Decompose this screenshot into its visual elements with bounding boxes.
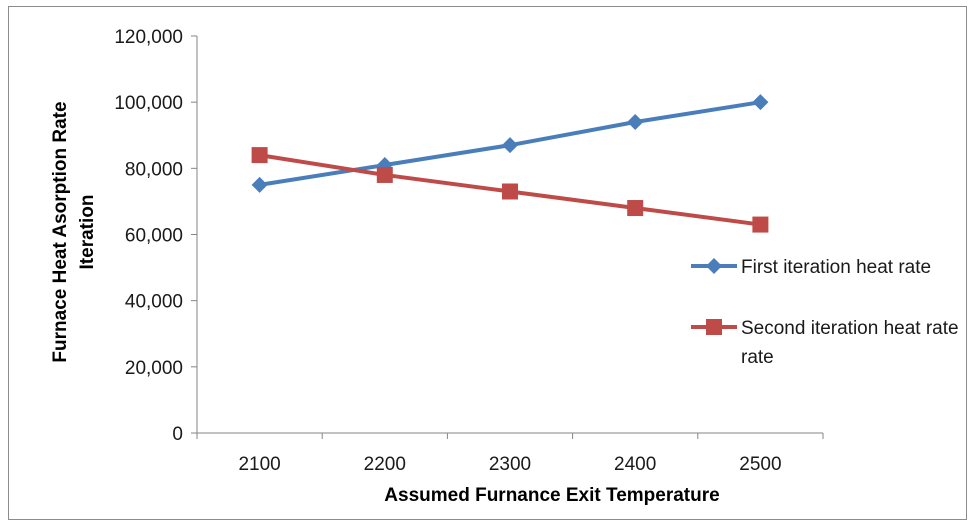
x-ticks: 2100 2200 2300 2400 2500 [196,433,824,475]
y-tick-label: 20,000 [125,358,183,379]
data-point [752,94,769,111]
legend: First iteration heat rate Second iterati… [691,257,959,368]
data-point [251,147,268,164]
y-ticks: 0 20,000 40,000 60,000 80,000 100,000 120,000 [114,27,197,445]
y-tick-label: 60,000 [125,226,183,247]
legend-label-second-line-2: rate [741,347,774,368]
y-tick-label: 120,000 [114,27,183,48]
data-point [627,114,644,131]
data-point [627,200,644,217]
series-1 [251,94,769,193]
legend-label-second-line-1: Second iteration heat rate [741,318,959,339]
data-point [251,176,268,193]
x-tick-label: 2400 [614,454,656,475]
legend-entry-first: First iteration heat rate [691,257,931,278]
chart-frame [8,6,967,520]
legend-label-first: First iteration heat rate [741,257,931,278]
legend-marker-second [706,319,722,335]
y-axis-title-line-2: Iteration [77,195,98,270]
y-tick-label: 80,000 [125,159,183,180]
data-point [752,216,769,233]
legend-entry-second: Second iteration heat rate rate [691,318,959,368]
y-tick-label: 0 [172,424,183,445]
data-point [502,137,518,154]
x-axis-title: Assumed Furnance Exit Temperature [384,485,719,506]
y-axis-title: Furnace Heat Asorption Rate Iteration [50,101,98,362]
series-layer [251,94,769,233]
series-2 [251,147,769,233]
y-tick-label: 100,000 [114,93,183,114]
x-tick-label: 2200 [364,454,406,475]
data-point [502,183,518,200]
y-axis-title-line-1: Furnace Heat Asorption Rate [50,101,71,362]
x-tick-label: 2300 [489,454,531,475]
legend-marker-first [706,258,722,274]
y-tick-label: 40,000 [125,292,183,313]
x-tick-label: 2500 [739,454,781,475]
axes [196,36,823,434]
data-point [376,166,393,183]
x-tick-label: 2100 [238,454,280,475]
